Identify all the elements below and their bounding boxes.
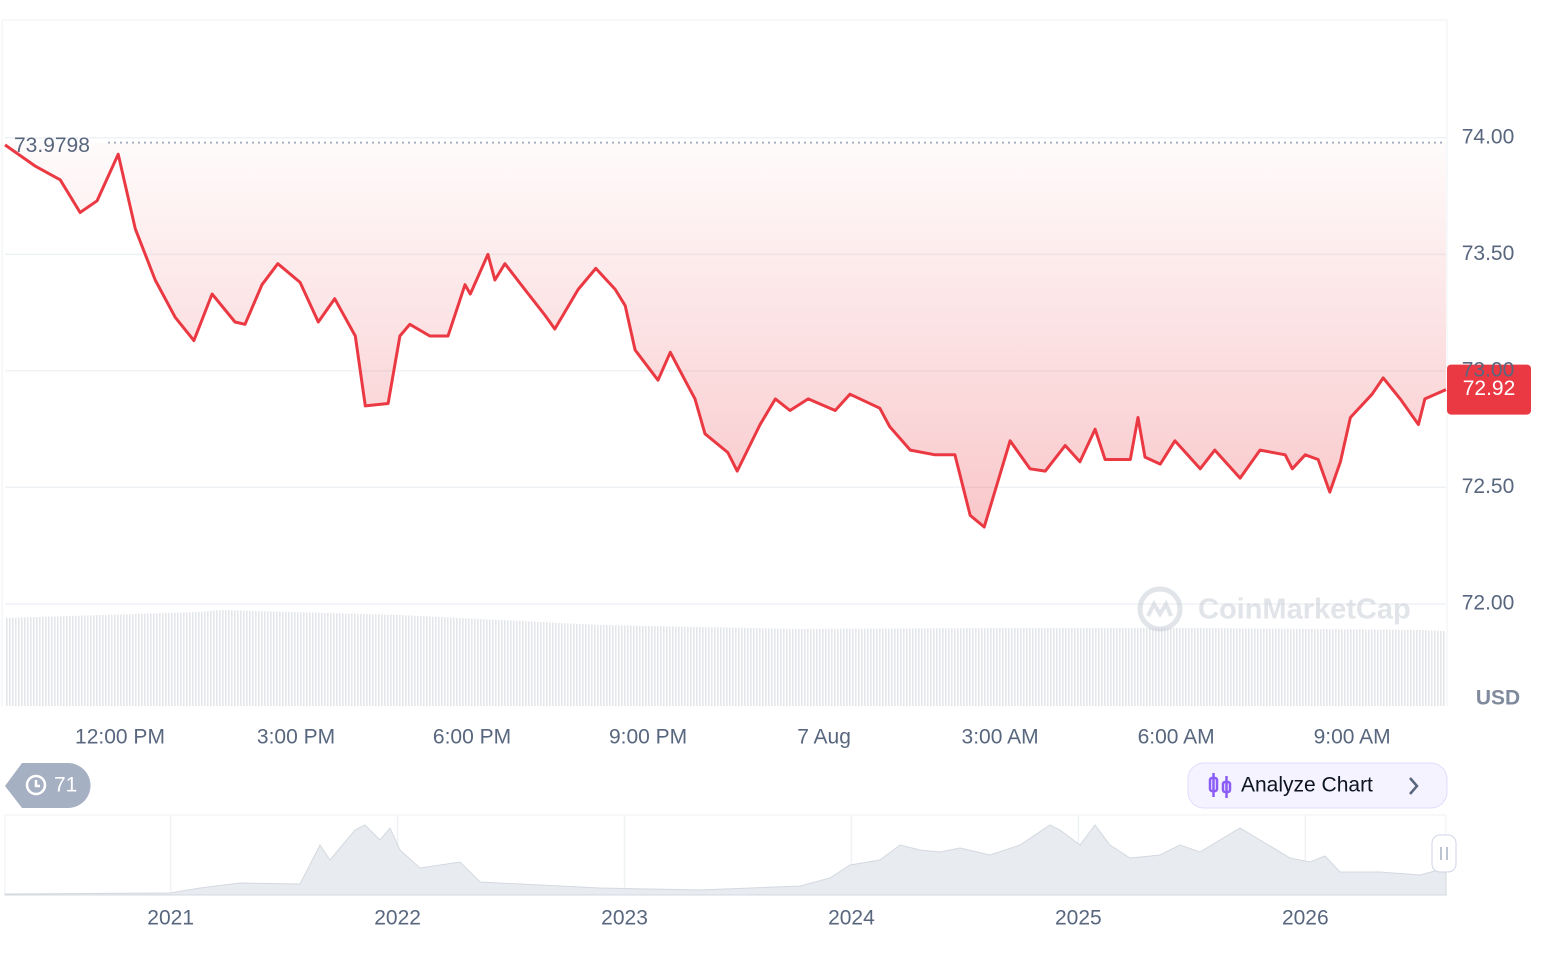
navigator-tick-label: 2023 bbox=[601, 907, 648, 930]
x-tick-label: 7 Aug bbox=[797, 726, 851, 749]
history-badge[interactable]: 71 bbox=[5, 763, 91, 808]
history-count: 71 bbox=[54, 774, 77, 797]
watermark-text: CoinMarketCap bbox=[1198, 594, 1411, 626]
navigator-tick-label: 2022 bbox=[374, 907, 421, 930]
x-tick-label: 9:00 PM bbox=[609, 726, 687, 749]
volume-bars bbox=[5, 610, 1446, 706]
plot: 73.9798 72.92 bbox=[4, 134, 1531, 529]
reference-label: 73.9798 bbox=[14, 134, 90, 157]
navigator-tick-label: 2021 bbox=[147, 907, 194, 930]
analyze-button[interactable]: Analyze Chart bbox=[1187, 762, 1448, 809]
x-tick-label: 12:00 PM bbox=[75, 726, 165, 749]
watermark: CoinMarketCap bbox=[1137, 586, 1411, 632]
navigator-tick-label: 2025 bbox=[1055, 907, 1102, 930]
x-tick-label: 6:00 AM bbox=[1138, 726, 1215, 749]
y-tick-label: 74.00 bbox=[1462, 125, 1515, 148]
navigator-tick-label: 2026 bbox=[1282, 907, 1329, 930]
analyze-button-label: Analyze Chart bbox=[1241, 774, 1373, 797]
price-tag bbox=[1447, 364, 1531, 415]
price-line bbox=[4, 143, 1447, 529]
y-tick-label: 72.00 bbox=[1462, 591, 1515, 614]
navigator-area bbox=[4, 824, 1447, 896]
navigator-handle[interactable] bbox=[1431, 834, 1457, 873]
x-tick-label: 3:00 AM bbox=[962, 726, 1039, 749]
navigator-tick-label: 2024 bbox=[828, 907, 875, 930]
y-tick-label: 73.50 bbox=[1462, 242, 1515, 265]
x-tick-label: 6:00 PM bbox=[433, 726, 511, 749]
x-tick-label: 9:00 AM bbox=[1314, 726, 1391, 749]
x-tick-label: 3:00 PM bbox=[257, 726, 335, 749]
area-fill bbox=[5, 142, 1446, 528]
y-tick-label: 72.50 bbox=[1462, 475, 1515, 498]
unit-label: USD bbox=[1476, 687, 1520, 710]
y-tick-label: 73.00 bbox=[1462, 358, 1515, 381]
price-tag-label: 72.92 bbox=[1463, 377, 1516, 400]
